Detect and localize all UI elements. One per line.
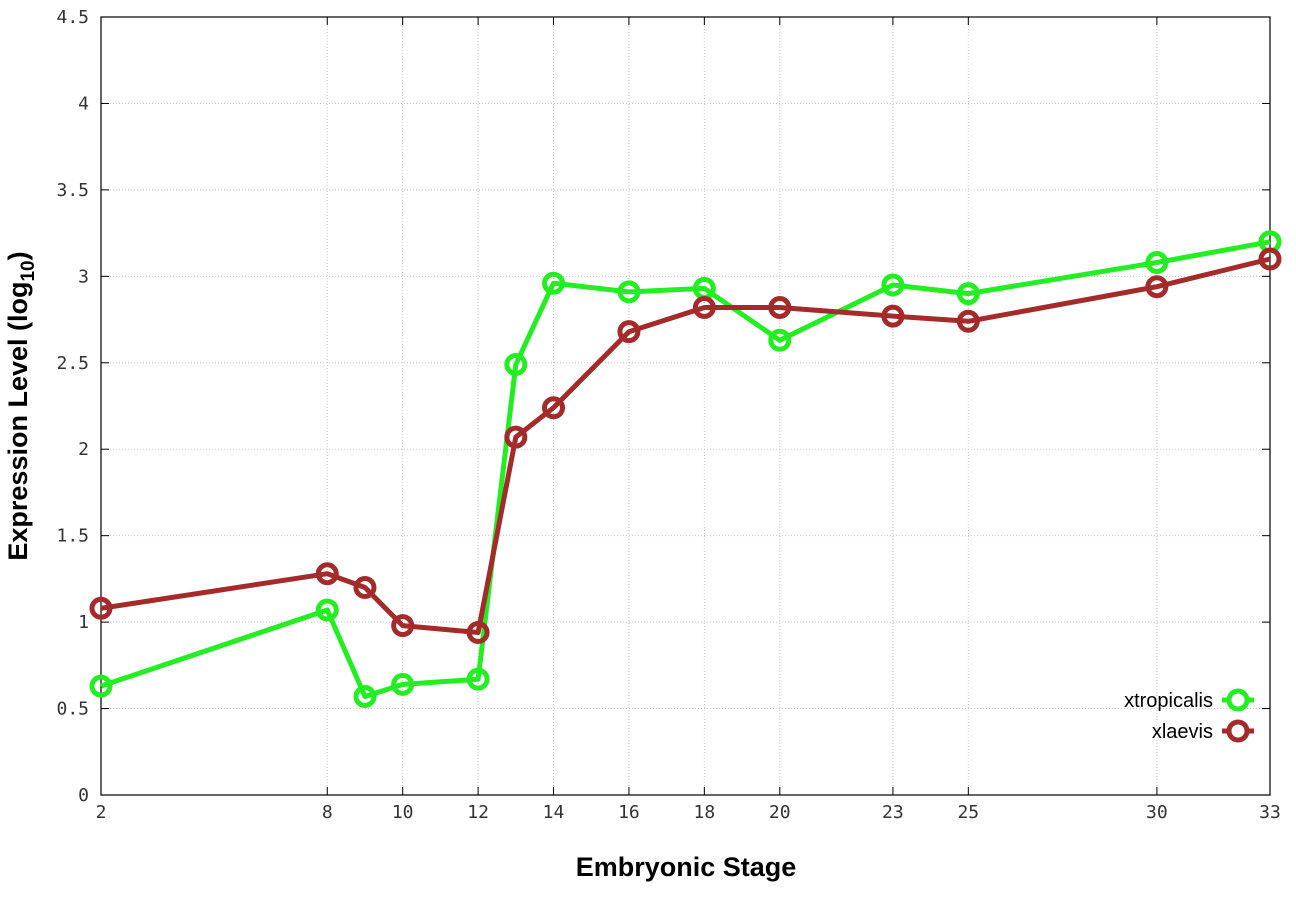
y-tick-label: 1 bbox=[78, 612, 89, 633]
plot-frame bbox=[100, 16, 1271, 796]
data-point-xtropicalis bbox=[504, 353, 528, 377]
x-tick-label: 2 bbox=[96, 802, 107, 823]
y-axis-title-close: ) bbox=[3, 251, 33, 260]
x-tick-label: 18 bbox=[694, 802, 716, 823]
y-tick-label: 4 bbox=[78, 93, 89, 114]
data-point-xtropicalis bbox=[391, 672, 415, 696]
data-point-xlaevis bbox=[617, 320, 641, 344]
data-point-xtropicalis bbox=[466, 667, 490, 691]
y-axis: 0 0.5 1 1.5 2 2.5 3 3.5 4 4.5 bbox=[56, 7, 1270, 806]
data-point-xtropicalis bbox=[89, 674, 113, 698]
data-point-xtropicalis bbox=[956, 282, 980, 306]
data-point-xlaevis bbox=[692, 295, 716, 319]
y-axis-title-subscript: 10 bbox=[18, 260, 39, 281]
y-tick-label: 0.5 bbox=[56, 699, 89, 720]
data-point-xtropicalis bbox=[881, 273, 905, 297]
data-point-xlaevis bbox=[504, 425, 528, 449]
y-axis-title: Expression Level (log10) bbox=[3, 251, 39, 560]
legend-item-xtropicalis: xtropicalis bbox=[1124, 688, 1254, 712]
y-tick-label: 2.5 bbox=[56, 353, 89, 374]
y-tick-label: 3.5 bbox=[56, 180, 89, 201]
y-tick-label: 3 bbox=[78, 266, 89, 287]
y-tick-label: 1.5 bbox=[56, 526, 89, 547]
x-tick-label: 10 bbox=[392, 802, 414, 823]
legend-item-xlaevis: xlaevis bbox=[1152, 719, 1254, 743]
x-axis-title: Embryonic Stage bbox=[576, 852, 797, 882]
x-axis: 2 8 10 12 14 16 18 20 23 25 30 33 bbox=[96, 17, 1281, 823]
legend-swatch-marker bbox=[1226, 719, 1250, 743]
data-point-xlaevis bbox=[956, 309, 980, 333]
x-tick-label: 23 bbox=[882, 802, 904, 823]
data-point-xlaevis bbox=[89, 596, 113, 620]
grid bbox=[101, 17, 1270, 795]
series-line-xlaevis bbox=[100, 256, 1271, 635]
x-tick-label: 16 bbox=[618, 802, 640, 823]
legend-swatch-marker bbox=[1226, 688, 1250, 712]
series-xtropicalis bbox=[89, 230, 1282, 708]
data-point-xlaevis bbox=[768, 295, 792, 319]
series-line-xtropicalis bbox=[100, 239, 1271, 699]
data-point-xtropicalis bbox=[542, 271, 566, 295]
legend: xtropicalis xlaevis bbox=[1124, 688, 1254, 743]
data-point-xtropicalis bbox=[315, 598, 339, 622]
data-point-xlaevis bbox=[1145, 275, 1169, 299]
data-point-xtropicalis bbox=[768, 328, 792, 352]
data-point-xtropicalis bbox=[1145, 251, 1169, 275]
x-tick-label: 8 bbox=[322, 802, 333, 823]
data-point-xtropicalis bbox=[617, 280, 641, 304]
y-axis-title-main: Expression Level (log bbox=[3, 282, 33, 561]
x-tick-label: 20 bbox=[769, 802, 791, 823]
x-tick-label: 14 bbox=[543, 802, 565, 823]
data-point-xlaevis bbox=[353, 576, 377, 600]
x-tick-label: 30 bbox=[1146, 802, 1168, 823]
data-point-xtropicalis bbox=[353, 684, 377, 708]
data-point-xlaevis bbox=[542, 396, 566, 420]
data-point-xlaevis bbox=[391, 614, 415, 638]
x-tick-label: 12 bbox=[467, 802, 489, 823]
y-tick-label: 0 bbox=[78, 785, 89, 806]
data-point-xlaevis bbox=[1258, 247, 1282, 271]
y-tick-label: 4.5 bbox=[56, 7, 89, 28]
data-point-xlaevis bbox=[881, 304, 905, 328]
data-point-xlaevis bbox=[466, 620, 490, 644]
data-point-xlaevis bbox=[315, 562, 339, 586]
x-tick-label: 25 bbox=[957, 802, 979, 823]
legend-label: xlaevis bbox=[1152, 721, 1213, 743]
legend-label: xtropicalis bbox=[1124, 690, 1213, 712]
series-xlaevis bbox=[89, 247, 1282, 644]
y-tick-label: 2 bbox=[78, 439, 89, 460]
series-layer bbox=[89, 230, 1282, 708]
x-tick-label: 33 bbox=[1259, 802, 1281, 823]
